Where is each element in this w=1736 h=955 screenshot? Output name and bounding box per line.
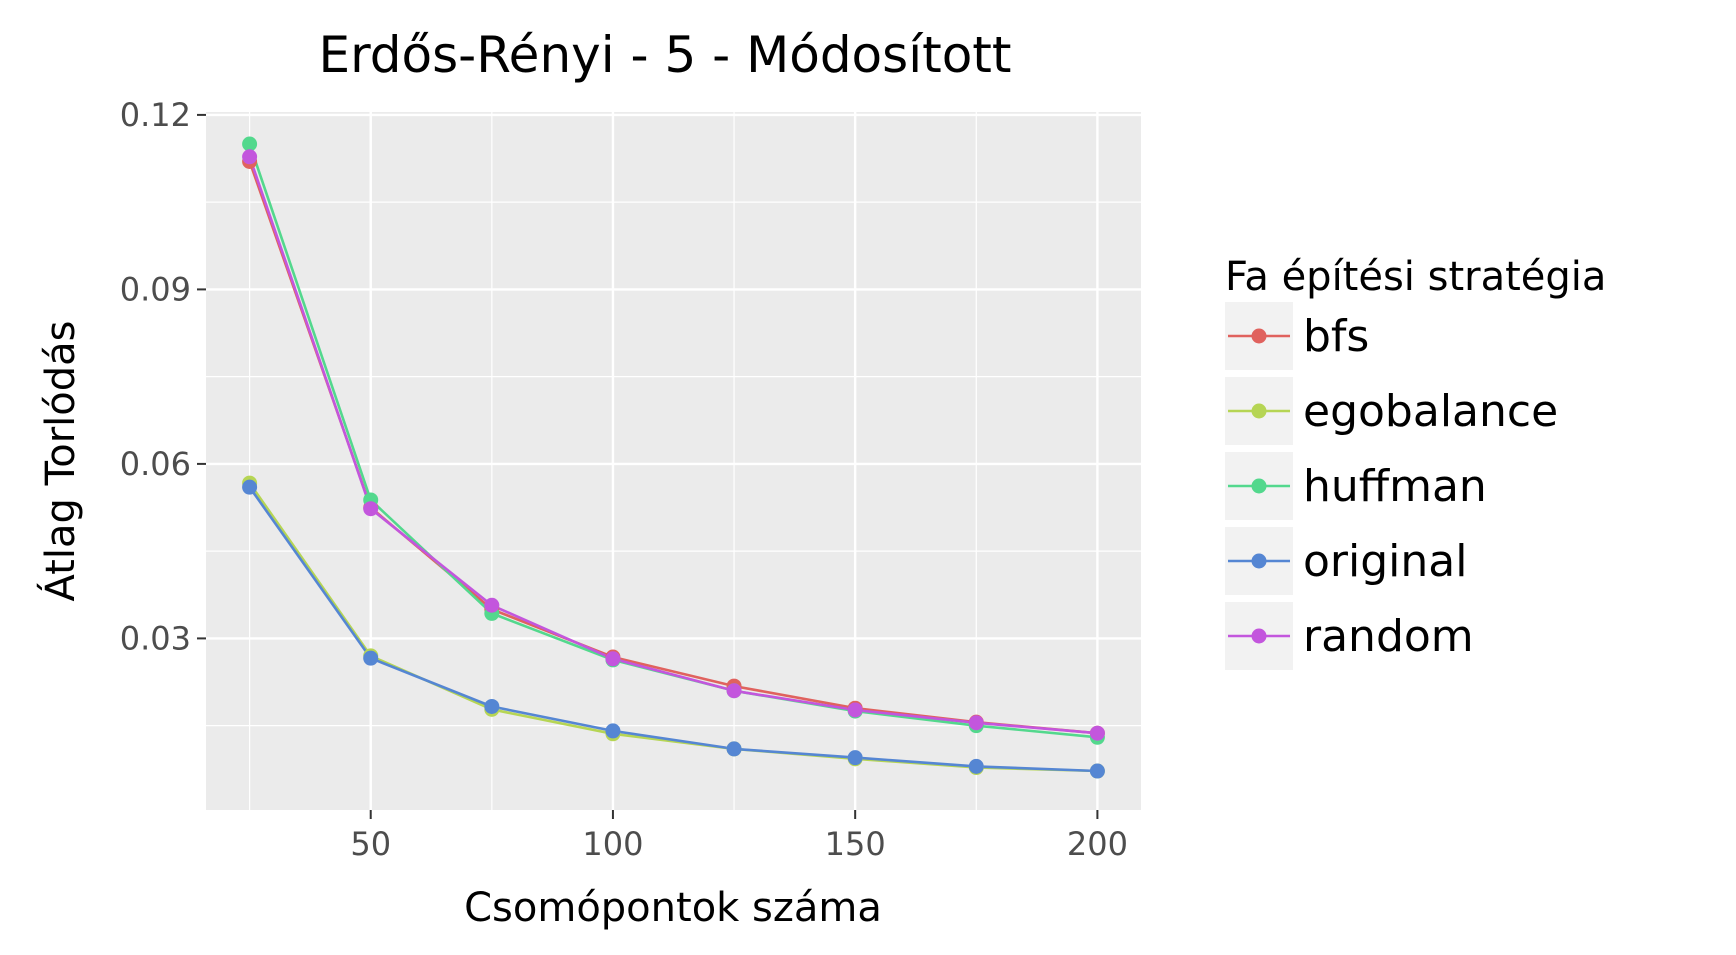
legend-item-huffman: huffman [1225, 452, 1487, 520]
data-point-original [484, 698, 500, 714]
legend-label: original [1303, 536, 1467, 587]
y-axis-title: Átlag Torlódás [36, 321, 84, 602]
plot-panel [206, 112, 1141, 810]
data-point-random [847, 702, 863, 718]
grid-major [206, 112, 1141, 810]
legend-item-egobalance: egobalance [1225, 377, 1558, 445]
legend-title: Fa építési stratégia [1225, 254, 1606, 300]
y-tick-label: 0.12 [120, 96, 191, 134]
legend-label: huffman [1303, 461, 1487, 512]
legend: Fa építési stratégia bfs egobalance huffma… [1225, 254, 1606, 670]
x-tick-label: 50 [350, 825, 391, 863]
legend-item-original: original [1225, 527, 1467, 595]
y-tick-label: 0.03 [120, 619, 191, 657]
data-point-random [242, 149, 258, 165]
x-tick-label: 150 [825, 825, 886, 863]
series-line-original [248, 486, 1098, 773]
legend-key-point [1251, 403, 1267, 419]
legend-key-point [1251, 553, 1267, 569]
data-point-random [968, 715, 984, 731]
legend-key-point [1251, 328, 1267, 344]
series-lines [248, 143, 1098, 773]
legend-label: bfs [1303, 311, 1369, 362]
y-axis: 0.03 0.06 0.09 0.12 [120, 96, 206, 657]
data-point-original [363, 650, 379, 666]
data-point-random [484, 597, 500, 613]
data-point-random [363, 501, 379, 517]
data-point-random [726, 683, 742, 699]
data-point-original [242, 479, 258, 495]
data-point-huffman [242, 136, 258, 152]
series-points [242, 136, 1105, 779]
data-point-original [847, 750, 863, 766]
y-tick-label: 0.09 [120, 270, 191, 308]
legend-item-random: random [1225, 602, 1474, 670]
series-line-random [248, 156, 1098, 735]
x-tick-label: 100 [582, 825, 643, 863]
data-point-original [605, 723, 621, 739]
data-point-original [726, 741, 742, 757]
grid-minor [206, 112, 1141, 810]
x-tick-label: 200 [1067, 825, 1128, 863]
data-point-original [1089, 763, 1105, 779]
data-point-random [1089, 725, 1105, 741]
legend-label: random [1303, 611, 1474, 662]
legend-label: egobalance [1303, 386, 1558, 437]
y-tick-label: 0.06 [120, 445, 191, 483]
x-axis: 50 100 150 200 [350, 810, 1128, 863]
legend-item-bfs: bfs [1225, 302, 1369, 370]
data-point-original [968, 758, 984, 774]
chart-title: Erdős-Rényi - 5 - Módosított [319, 26, 1012, 84]
legend-key-point [1251, 628, 1267, 644]
x-axis-title: Csomópontok száma [464, 885, 882, 931]
data-point-random [605, 651, 621, 667]
legend-key-point [1251, 478, 1267, 494]
